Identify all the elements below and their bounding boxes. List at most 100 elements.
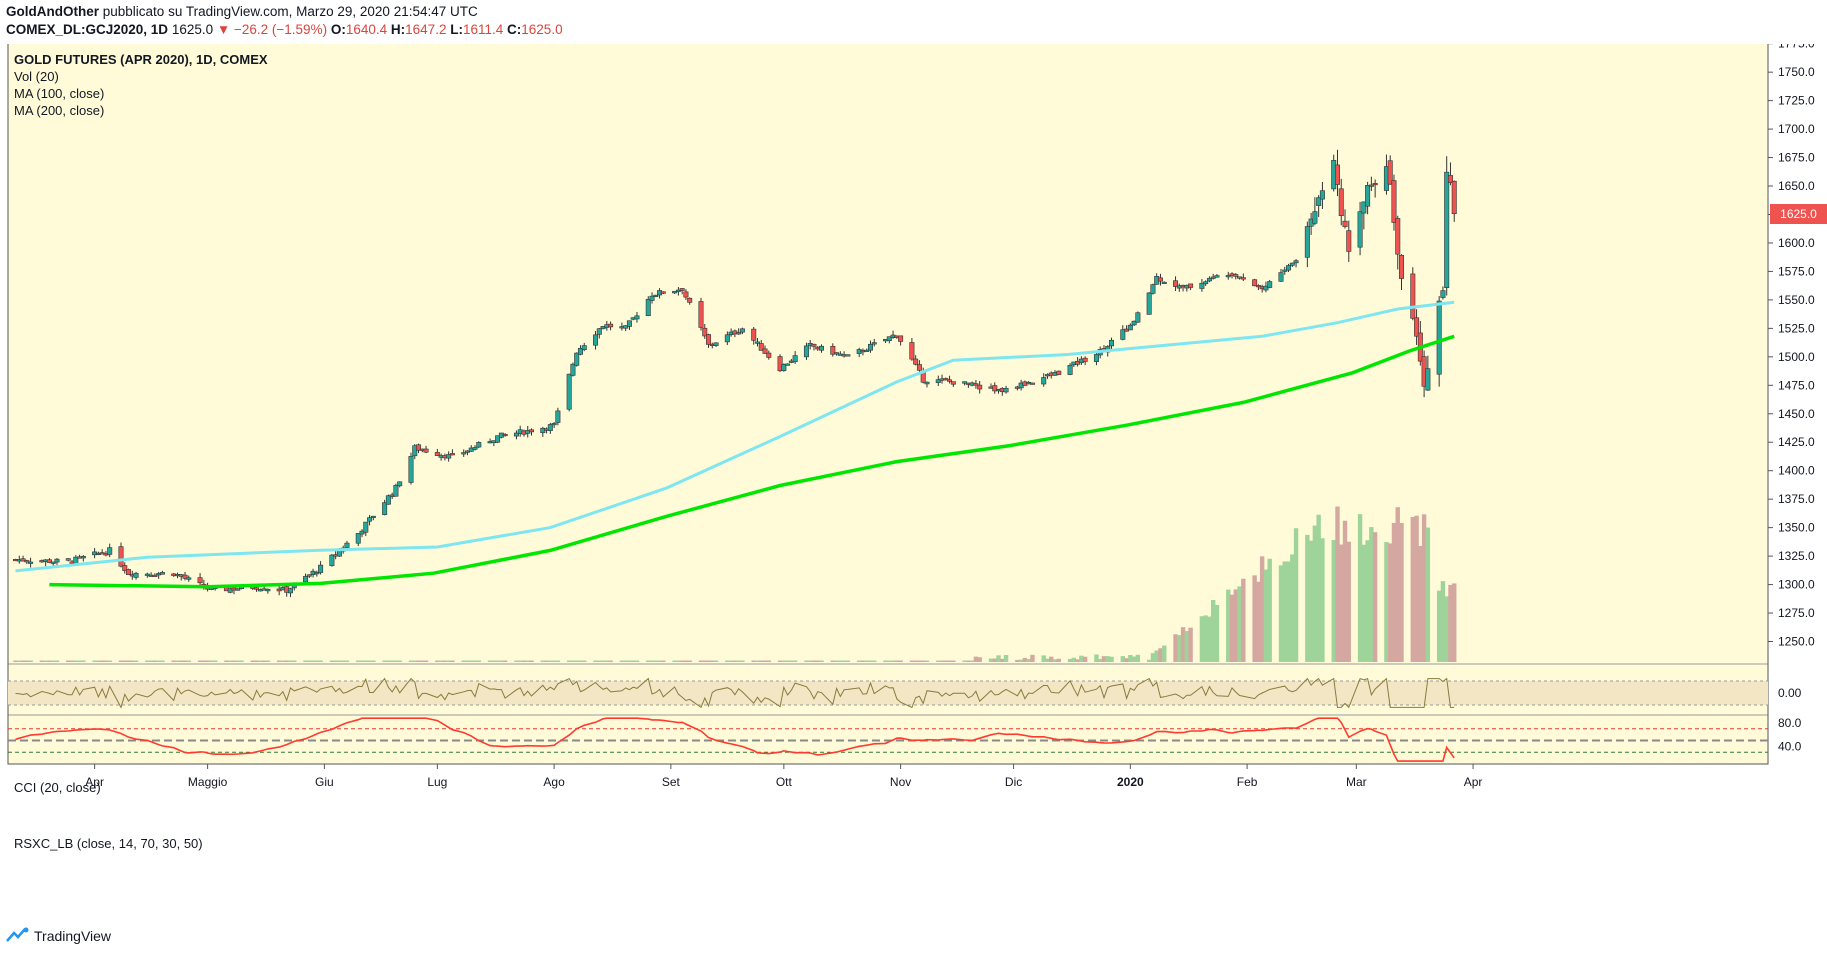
candle-down (811, 343, 817, 347)
volume-bar (1049, 656, 1054, 662)
candle-down (20, 558, 26, 562)
volume-bar (1252, 575, 1257, 662)
x-tick-label: Ott (776, 775, 793, 789)
y-tick-label: 1300.0 (1778, 578, 1815, 592)
volume-bar (951, 660, 956, 662)
candle-down (118, 546, 124, 567)
candle-up (306, 574, 312, 577)
volume-bar (205, 660, 210, 662)
candle-down (950, 381, 956, 385)
volume-bar (653, 660, 658, 662)
candle-up (1440, 290, 1446, 298)
candle-up (736, 332, 742, 335)
volume-bar (333, 660, 338, 662)
volume-bar (582, 660, 587, 662)
volume-bar (261, 660, 267, 662)
candle-down (608, 323, 614, 328)
volume-bar (917, 660, 922, 662)
volume-bar (250, 660, 256, 662)
volume-bar (408, 660, 414, 662)
volume-bar (66, 660, 71, 662)
volume-bar (359, 660, 365, 662)
volume-bar (551, 660, 557, 662)
author-name[interactable]: GoldAndOther (6, 4, 99, 19)
volume-bar (789, 660, 794, 662)
candle-down (777, 356, 783, 372)
volume-bar (212, 660, 218, 662)
volume-bar (258, 660, 263, 662)
last-price: 1625.0 (171, 22, 214, 37)
volume-bar (1026, 659, 1031, 662)
price-chart-svg[interactable]: 1250.0 1275.0 1300.0 1325.0 1350.0 1375.0 1400… (0, 37, 1827, 917)
tradingview-logo-icon[interactable] (6, 927, 30, 943)
candle-down (1255, 285, 1261, 288)
candle-up (1319, 190, 1325, 200)
candle-down (1387, 160, 1393, 185)
volume-bar (450, 660, 455, 662)
volume-bar (1312, 525, 1318, 662)
volume-bar (1339, 544, 1344, 662)
candle-up (363, 521, 369, 533)
x-tick-label: Giu (315, 775, 334, 789)
candle-up (1267, 281, 1273, 288)
legend-vol: Vol (20) (14, 69, 59, 84)
volume-bar (1018, 659, 1024, 662)
volume-bar (683, 660, 689, 662)
tradingview-brand[interactable]: TradingView (34, 928, 112, 944)
volume-bar (1150, 653, 1156, 662)
volume-bar (318, 660, 323, 662)
candle-up (867, 343, 873, 351)
volume-bar (687, 660, 692, 662)
volume-bar (1263, 569, 1269, 662)
volume-bar (1316, 514, 1321, 662)
candle-up (1278, 272, 1284, 282)
candle-up (1293, 260, 1299, 264)
volume-bar (1361, 544, 1367, 662)
volume-bar (122, 660, 127, 662)
candle-up (412, 445, 418, 457)
volume-bar (521, 660, 527, 662)
volume-bar (1210, 599, 1216, 662)
volume-bar (864, 660, 869, 662)
volume-bar (759, 660, 764, 662)
volume-bar (1052, 659, 1058, 662)
volume-bar (856, 660, 862, 662)
volume-bar (706, 660, 711, 662)
candle-up (495, 435, 501, 443)
chart-area[interactable]: 1250.0 1275.0 1300.0 1325.0 1350.0 1375.0 1400… (0, 37, 1827, 917)
candle-down (24, 560, 30, 563)
volume-bar (540, 660, 546, 662)
volume-bar (130, 660, 135, 662)
volume-bar (367, 660, 372, 662)
candle-up (1127, 324, 1133, 331)
candle-up (1436, 300, 1442, 375)
volume-bar (446, 660, 451, 662)
y-tick-label: 1700.0 (1778, 122, 1815, 136)
volume-bar (1365, 540, 1370, 662)
volume-bar (988, 658, 994, 662)
volume-bar (284, 660, 289, 662)
candle-down (416, 444, 422, 451)
rsx-tick-label: 40.0 (1778, 739, 1802, 753)
volume-bar (1101, 656, 1107, 662)
volume-bar (649, 660, 655, 662)
volume-bar (604, 660, 610, 662)
volume-bar (762, 660, 768, 662)
volume-bar (81, 660, 86, 662)
volume-bar (1282, 561, 1287, 662)
volume-bar (593, 660, 598, 662)
volume-bar (1199, 616, 1205, 662)
candle-down (502, 433, 508, 437)
candle-up (1093, 354, 1099, 362)
volume-bar (310, 660, 316, 662)
candle-down (1173, 280, 1179, 287)
volume-bar (476, 660, 481, 662)
candle-down (1410, 273, 1416, 319)
x-tick-label: Set (662, 775, 681, 789)
candle-up (649, 295, 655, 301)
volume-bar (548, 660, 553, 662)
volume-bar (1226, 589, 1231, 662)
price-axis-background (1768, 38, 1827, 764)
candle-up (314, 572, 320, 575)
candle-up (871, 342, 877, 345)
